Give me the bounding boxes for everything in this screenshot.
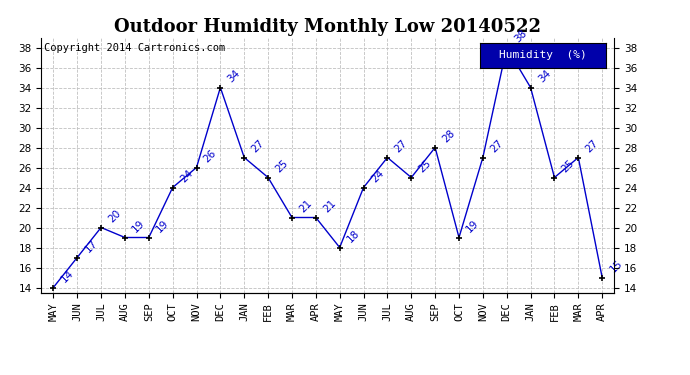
Text: 21: 21	[322, 198, 338, 215]
Text: 20: 20	[107, 209, 123, 225]
Text: 21: 21	[297, 198, 314, 215]
Text: 34: 34	[536, 68, 553, 85]
Text: 15: 15	[608, 258, 624, 275]
Text: 28: 28	[441, 128, 457, 145]
Text: 38: 38	[512, 28, 529, 45]
Text: 19: 19	[130, 218, 147, 235]
Text: 25: 25	[417, 158, 433, 175]
Text: 19: 19	[155, 218, 171, 235]
Text: 27: 27	[250, 138, 266, 155]
Text: 27: 27	[489, 138, 505, 155]
Title: Outdoor Humidity Monthly Low 20140522: Outdoor Humidity Monthly Low 20140522	[115, 18, 541, 36]
Text: 24: 24	[369, 168, 386, 185]
Text: Copyright 2014 Cartronics.com: Copyright 2014 Cartronics.com	[44, 43, 226, 52]
Text: 17: 17	[83, 238, 99, 255]
Text: 34: 34	[226, 68, 242, 85]
Text: 25: 25	[274, 158, 290, 175]
Text: 19: 19	[464, 218, 481, 235]
Text: 26: 26	[202, 148, 219, 165]
Text: 25: 25	[560, 158, 576, 175]
Text: 27: 27	[393, 138, 409, 155]
Text: 24: 24	[178, 168, 195, 185]
Text: 18: 18	[345, 228, 362, 245]
Text: 14: 14	[59, 268, 75, 285]
Text: 27: 27	[584, 138, 600, 155]
